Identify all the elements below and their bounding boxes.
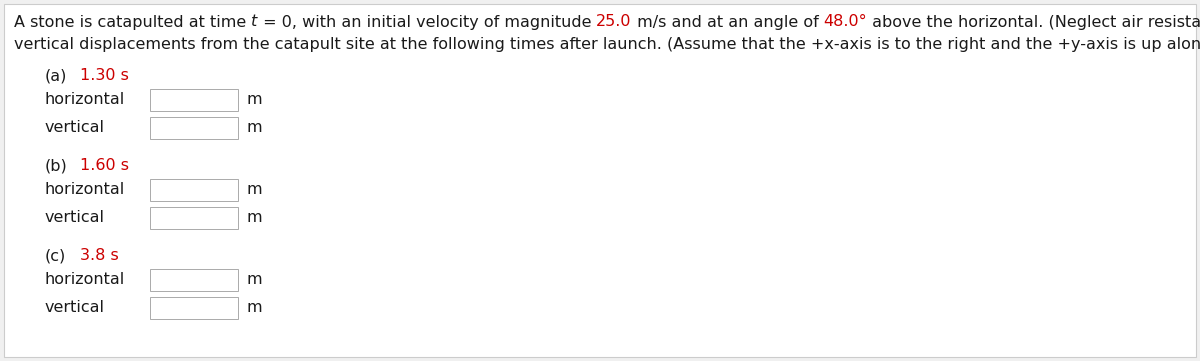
Text: 25.0: 25.0 [596,14,631,30]
FancyBboxPatch shape [150,179,238,201]
Text: m: m [246,183,262,197]
Text: horizontal: horizontal [46,183,125,197]
Text: vertical: vertical [46,121,106,135]
Text: 1.30 s: 1.30 s [80,69,128,83]
Text: above the horizontal. (Neglect air resistance.) Find its horizontal and: above the horizontal. (Neglect air resis… [868,14,1200,30]
Text: m: m [246,92,262,108]
Text: = 0, with an initial velocity of magnitude: = 0, with an initial velocity of magnitu… [258,14,596,30]
Text: 1.60 s: 1.60 s [80,158,130,174]
FancyBboxPatch shape [4,4,1196,357]
FancyBboxPatch shape [150,207,238,229]
Text: 48.0°: 48.0° [823,14,868,30]
Text: (c): (c) [46,248,66,264]
FancyBboxPatch shape [150,297,238,319]
Text: m: m [246,121,262,135]
Text: t: t [251,14,258,30]
Text: 3.8 s: 3.8 s [80,248,119,264]
Text: horizontal: horizontal [46,92,125,108]
Text: m/s and at an angle of: m/s and at an angle of [631,14,823,30]
Text: (b): (b) [46,158,67,174]
Text: A stone is catapulted at time: A stone is catapulted at time [14,14,251,30]
FancyBboxPatch shape [150,117,238,139]
Text: vertical: vertical [46,300,106,316]
Text: vertical displacements from the catapult site at the following times after launc: vertical displacements from the catapult… [14,36,1200,52]
FancyBboxPatch shape [150,89,238,111]
Text: (a): (a) [46,69,67,83]
Text: m: m [246,300,262,316]
Text: m: m [246,273,262,287]
FancyBboxPatch shape [150,269,238,291]
Text: m: m [246,210,262,226]
Text: vertical: vertical [46,210,106,226]
Text: horizontal: horizontal [46,273,125,287]
